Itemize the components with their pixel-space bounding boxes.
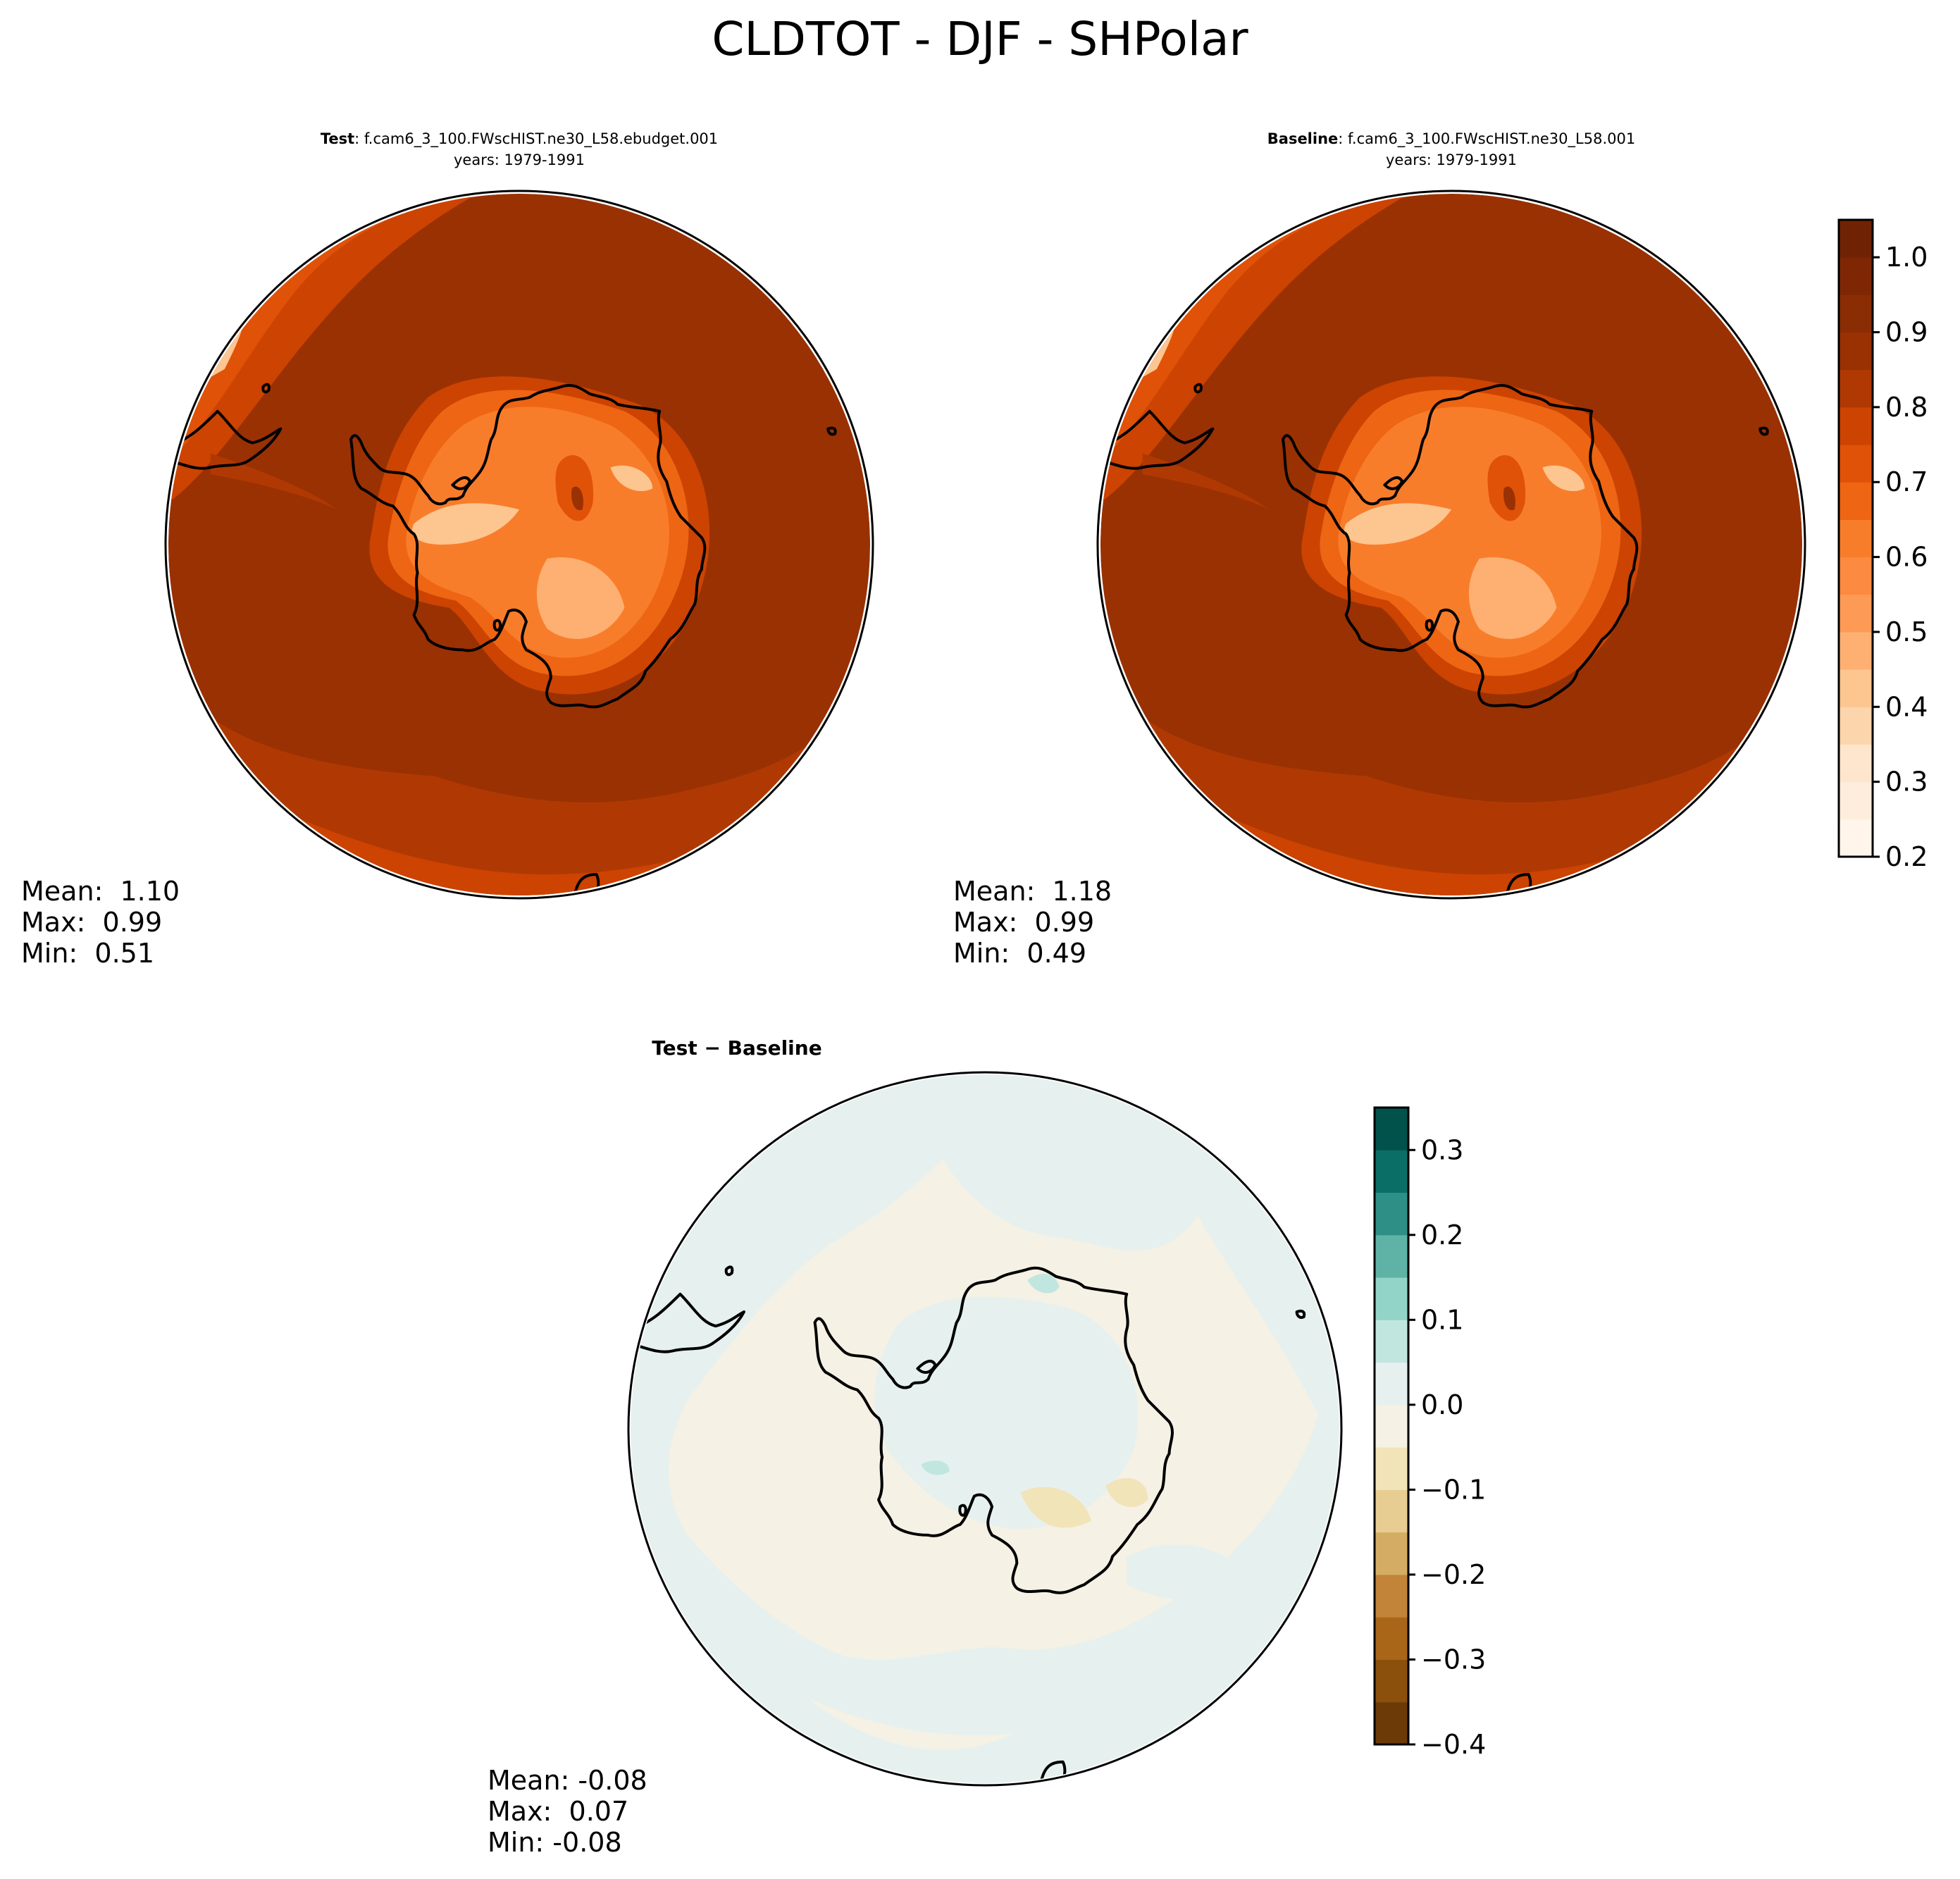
- colorbar-tick-label: 0.7: [1885, 466, 1928, 497]
- panel-test-title: Test: f.cam6_3_100.FWscHIST.ne30_L58.ebu…: [321, 130, 718, 148]
- colorbar-segment: [1375, 1532, 1408, 1575]
- colorbar-segment: [1839, 257, 1873, 295]
- map-test: [168, 194, 870, 895]
- panel-diff-mean: Mean: -0.08: [488, 1765, 647, 1796]
- panel-baseline-min: Min: 0.49: [953, 938, 1086, 969]
- colorbar-tick-label: −0.3: [1421, 1644, 1486, 1675]
- colorbar-tick-label: 0.5: [1885, 616, 1928, 647]
- colorbar-segment: [1375, 1617, 1408, 1660]
- panel-baseline-title: Baseline: f.cam6_3_100.FWscHIST.ne30_L58…: [1267, 130, 1635, 148]
- panel-test-mean: Mean: 1.10: [21, 876, 180, 907]
- colorbar-tick-label: −0.4: [1421, 1729, 1486, 1760]
- colorbar-segment: [1839, 819, 1873, 857]
- figure-title: CLDTOT - DJF - SHPolar: [712, 12, 1248, 66]
- colorbar-segment: [1839, 407, 1873, 445]
- colorbar-segment: [1375, 1659, 1408, 1703]
- colorbar-segment: [1375, 1362, 1408, 1406]
- colorbar-segment: [1839, 220, 1873, 258]
- colorbar-tick-label: 0.3: [1421, 1134, 1463, 1165]
- panel-test: Test: f.cam6_3_100.FWscHIST.ne30_L58.ebu…: [21, 130, 874, 969]
- panel-test-min: Min: 0.51: [21, 938, 154, 969]
- colorbar-segment: [1839, 332, 1873, 371]
- panel-test-title-rest: : f.cam6_3_100.FWscHIST.ne30_L58.ebudget…: [354, 130, 718, 148]
- colorbar-segment: [1375, 1234, 1408, 1278]
- colorbar-tick-label: 0.3: [1885, 767, 1928, 798]
- colorbar-segment: [1839, 482, 1873, 520]
- colorbar-segment: [1839, 594, 1873, 633]
- panel-baseline-title-bold: Baseline: [1267, 130, 1339, 147]
- panel-baseline-max: Max: 0.99: [953, 907, 1094, 938]
- colorbar-segment: [1839, 369, 1873, 408]
- colorbar-tick-label: 1.0: [1885, 242, 1928, 273]
- colorbar-diff: −0.4 −0.3 −0.2 −0.1 0.0 0.1 0.2 0.3: [1373, 1106, 1486, 1760]
- colorbar-tick-label: 0.6: [1885, 542, 1928, 573]
- colorbar-segment: [1839, 631, 1873, 670]
- colorbar-tick-label: 0.9: [1885, 317, 1928, 348]
- panel-diff-max: Max: 0.07: [488, 1796, 628, 1827]
- colorbar-segment: [1839, 707, 1873, 745]
- panel-diff-min: Min: -0.08: [488, 1827, 622, 1858]
- colorbar-segment: [1375, 1447, 1408, 1490]
- panel-diff: Test − Baseline Mean: -0.08 Max: 0.07 Mi…: [488, 1036, 1343, 1858]
- colorbar-tick-label: 0.4: [1885, 691, 1928, 722]
- colorbar-tick-label: −0.1: [1421, 1474, 1486, 1505]
- colorbar-segment: [1839, 781, 1873, 820]
- colorbar-segment: [1375, 1489, 1408, 1533]
- colorbar-segment: [1839, 744, 1873, 783]
- colorbar-segment: [1375, 1150, 1408, 1193]
- colorbar-field: 0.2 0.3 0.4 0.5 0.6 0.7 0.8 0.9 1.0: [1837, 218, 1928, 872]
- colorbar-segment: [1839, 557, 1873, 595]
- panel-test-subtitle: years: 1979-1991: [454, 151, 585, 168]
- panel-test-title-bold: Test: [321, 130, 354, 147]
- panel-baseline-mean: Mean: 1.18: [953, 876, 1112, 907]
- colorbar-segment: [1375, 1192, 1408, 1236]
- panel-diff-title: Test − Baseline: [652, 1036, 821, 1060]
- panel-test-max: Max: 0.99: [21, 907, 162, 938]
- map-baseline: [1100, 194, 1802, 895]
- colorbar-segment: [1375, 1108, 1408, 1151]
- map-diff-boundary: [627, 1071, 1343, 1787]
- panel-baseline-subtitle: years: 1979-1991: [1386, 151, 1517, 168]
- map-diff: [631, 1074, 1339, 1783]
- colorbar-segment: [1839, 294, 1873, 333]
- colorbar-segment: [1375, 1701, 1408, 1745]
- colorbar-segment: [1375, 1404, 1408, 1448]
- colorbar-segment: [1839, 445, 1873, 483]
- colorbar-segment: [1375, 1320, 1408, 1363]
- colorbar-tick-label: 0.1: [1421, 1304, 1463, 1335]
- colorbar-segment: [1375, 1574, 1408, 1618]
- colorbar-tick-label: −0.2: [1421, 1559, 1486, 1590]
- map-test-boundary: [164, 190, 874, 900]
- panel-baseline: Baseline: f.cam6_3_100.FWscHIST.ne30_L58…: [953, 130, 1806, 969]
- panel-baseline-title-rest: : f.cam6_3_100.FWscHIST.ne30_L58.001: [1338, 130, 1635, 148]
- colorbar-tick-label: 0.0: [1421, 1389, 1463, 1420]
- colorbar-frame: [1373, 1106, 1410, 1746]
- colorbar-segment: [1839, 669, 1873, 707]
- colorbar-segment: [1375, 1277, 1408, 1320]
- map-baseline-boundary: [1096, 190, 1806, 900]
- colorbar-tick-label: 0.2: [1885, 841, 1928, 872]
- colorbar-tick-label: 0.8: [1885, 392, 1928, 423]
- colorbar-frame: [1837, 218, 1874, 858]
- colorbar-tick-label: 0.2: [1421, 1220, 1463, 1251]
- colorbar-segment: [1839, 519, 1873, 558]
